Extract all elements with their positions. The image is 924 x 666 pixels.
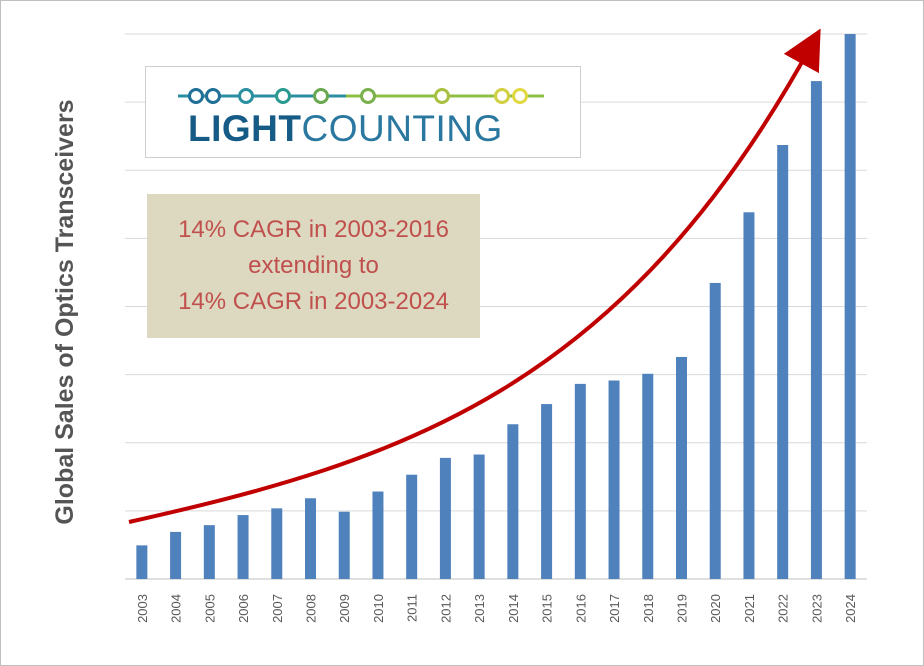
x-tick-2007: 2007 <box>270 594 285 623</box>
cagr-line-1: 14% CAGR in 2003-2016 <box>178 216 449 243</box>
bar-2015 <box>541 404 553 579</box>
trend-arrow <box>128 28 821 524</box>
x-tick-2017: 2017 <box>607 594 622 623</box>
bar-2021 <box>743 212 755 579</box>
logo-link-5 <box>313 88 329 104</box>
logo-wordmark: LIGHTCOUNTING <box>188 108 503 150</box>
bar-2011 <box>406 474 418 579</box>
bar-2016 <box>574 383 586 579</box>
x-tick-2005: 2005 <box>202 594 217 623</box>
x-tick-2008: 2008 <box>304 594 319 623</box>
x-tick-2020: 2020 <box>708 594 723 623</box>
x-tick-2014: 2014 <box>506 594 521 623</box>
logo-link-8 <box>494 88 510 104</box>
bar-2024 <box>844 34 856 579</box>
bar-2005 <box>203 525 215 579</box>
bar-2007 <box>271 508 283 579</box>
logo-link-4 <box>275 88 291 104</box>
x-tick-2011: 2011 <box>405 594 420 622</box>
bar-2022 <box>777 145 789 579</box>
x-tick-2022: 2022 <box>776 594 791 623</box>
logo-link-1 <box>188 88 204 104</box>
x-tick-2006: 2006 <box>236 594 251 623</box>
bar-2009 <box>338 511 350 579</box>
y-axis-label: Global Sales of Optics Transceivers <box>51 99 79 524</box>
logo-link-9 <box>512 88 528 104</box>
x-tick-2016: 2016 <box>573 594 588 623</box>
logo-link-2 <box>205 88 221 104</box>
bar-2019 <box>676 356 687 579</box>
x-tick-labels: 2003 2004 2005 2006 2007 2008 2009 2010 2011 2012… <box>135 594 858 623</box>
logo-link-7 <box>434 88 450 104</box>
bar-2012 <box>439 457 451 579</box>
bar-2003 <box>136 545 148 579</box>
bar-2020 <box>709 282 721 579</box>
x-tick-2010: 2010 <box>371 594 386 623</box>
logo-link-6 <box>360 88 376 104</box>
cagr-annotation: 14% CAGR in 2003-2016 extending to 14% C… <box>147 194 480 338</box>
x-tick-2013: 2013 <box>472 594 487 623</box>
bar-2013 <box>473 454 485 579</box>
bar-2004 <box>170 531 182 579</box>
x-tick-2024: 2024 <box>843 594 858 623</box>
cagr-line-3: 14% CAGR in 2003-2024 <box>178 288 449 315</box>
x-tick-2009: 2009 <box>337 594 352 623</box>
x-tick-2012: 2012 <box>438 594 453 623</box>
logo-chain-graphic <box>178 88 544 104</box>
cagr-line-2: extending to <box>248 252 379 279</box>
bar-2014 <box>507 424 519 579</box>
bar-2008 <box>305 498 316 579</box>
x-tick-2023: 2023 <box>809 594 824 623</box>
bar-2023 <box>810 81 822 580</box>
logo-word-light: LIGHT <box>188 108 302 149</box>
logo-box <box>145 66 581 158</box>
x-tick-2018: 2018 <box>641 594 656 623</box>
bar-2018 <box>642 373 654 579</box>
bar-2010 <box>372 491 384 579</box>
logo-link-3 <box>238 88 254 104</box>
x-tick-2015: 2015 <box>540 594 555 623</box>
x-tick-2003: 2003 <box>135 594 150 623</box>
bar-2006 <box>237 515 249 579</box>
bars <box>136 34 856 580</box>
bar-2017 <box>608 380 620 579</box>
logo-word-counting: COUNTING <box>301 108 503 149</box>
x-tick-2019: 2019 <box>675 594 690 623</box>
x-tick-2004: 2004 <box>169 594 184 623</box>
x-tick-2021: 2021 <box>742 594 757 623</box>
